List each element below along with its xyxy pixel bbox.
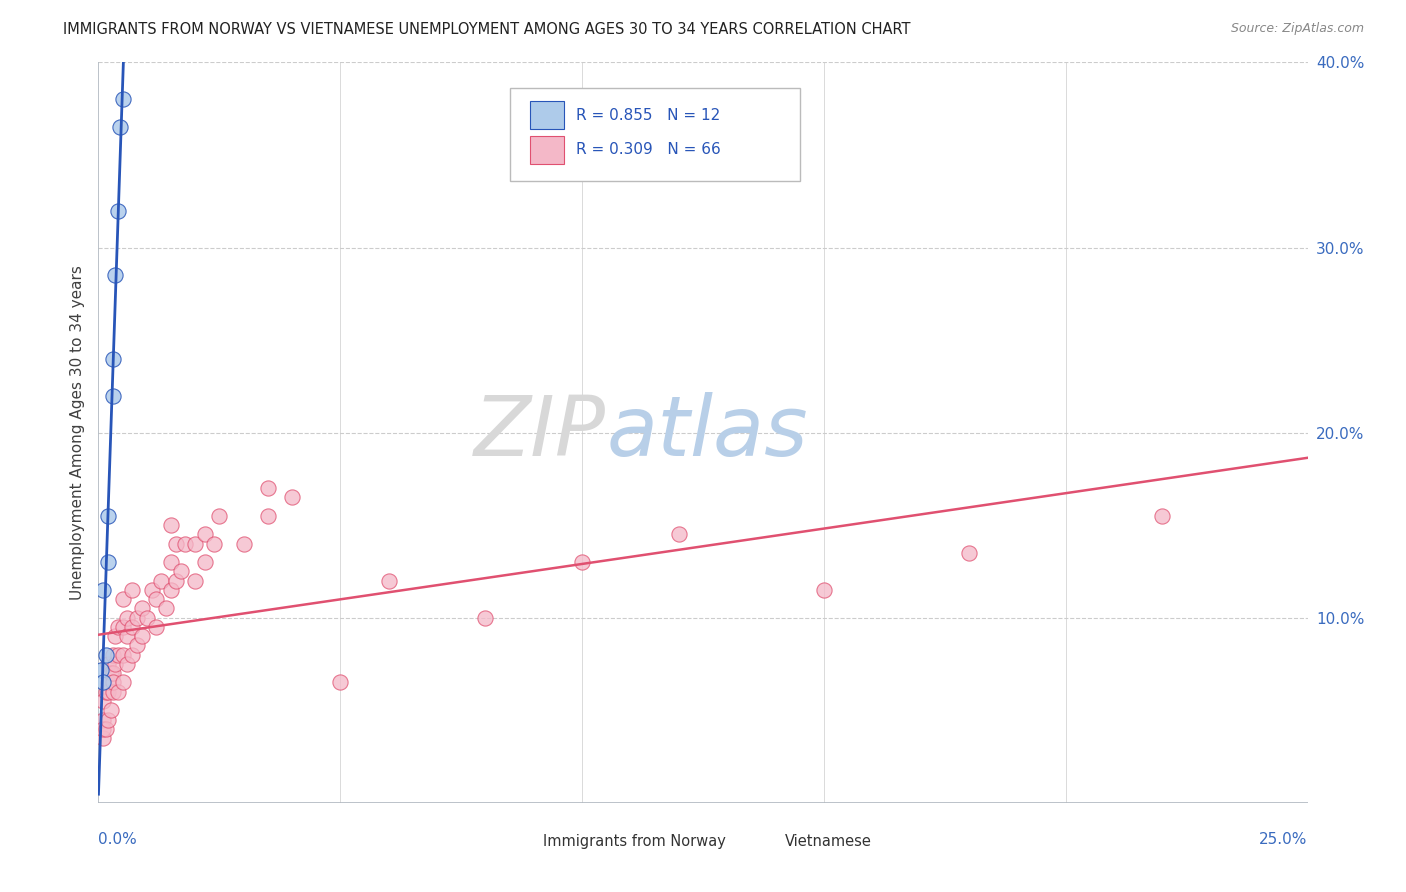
Point <box>145 592 167 607</box>
Point <box>117 657 139 671</box>
Point <box>571 555 593 569</box>
Point <box>97 508 120 523</box>
Point <box>1152 508 1174 523</box>
Point <box>100 666 122 681</box>
Point <box>91 582 114 597</box>
Point <box>127 610 149 624</box>
Point <box>94 648 117 662</box>
Point <box>150 574 173 588</box>
Point <box>97 713 120 727</box>
Point <box>131 601 153 615</box>
Point <box>91 694 114 708</box>
Point <box>91 731 114 745</box>
Point <box>94 722 117 736</box>
Text: ZIP: ZIP <box>474 392 606 473</box>
Y-axis label: Unemployment Among Ages 30 to 34 years: Unemployment Among Ages 30 to 34 years <box>69 265 84 600</box>
Point <box>194 527 217 541</box>
Point <box>184 574 207 588</box>
Point <box>135 610 157 624</box>
Point <box>329 675 352 690</box>
Point <box>101 666 124 681</box>
Point <box>107 203 129 218</box>
Point <box>101 388 124 402</box>
Point <box>104 629 127 643</box>
Point <box>957 546 980 560</box>
Point <box>377 574 399 588</box>
Point <box>127 639 149 653</box>
Point <box>474 610 496 624</box>
Point <box>94 685 117 699</box>
Point <box>204 536 226 550</box>
Point <box>232 536 254 550</box>
Point <box>101 675 124 690</box>
Point <box>97 657 120 671</box>
Point <box>165 536 187 550</box>
Point <box>155 601 177 615</box>
Point <box>111 648 134 662</box>
Point <box>91 722 114 736</box>
Point <box>111 592 134 607</box>
FancyBboxPatch shape <box>509 88 800 181</box>
Point <box>256 481 278 495</box>
Point <box>668 527 690 541</box>
Point <box>97 555 120 569</box>
Point <box>194 555 217 569</box>
Point <box>97 685 120 699</box>
Point <box>165 574 187 588</box>
Text: R = 0.309   N = 66: R = 0.309 N = 66 <box>576 143 721 157</box>
Point <box>107 648 129 662</box>
Point <box>97 675 120 690</box>
Point <box>108 120 131 135</box>
FancyBboxPatch shape <box>530 136 564 164</box>
Point <box>111 675 134 690</box>
FancyBboxPatch shape <box>740 830 773 853</box>
Point <box>281 491 304 505</box>
Point <box>256 508 278 523</box>
Point <box>117 610 139 624</box>
Point <box>813 582 835 597</box>
FancyBboxPatch shape <box>498 830 531 853</box>
Text: R = 0.855   N = 12: R = 0.855 N = 12 <box>576 108 720 122</box>
Point <box>107 685 129 699</box>
Point <box>104 268 127 283</box>
Point <box>160 555 183 569</box>
Text: 0.0%: 0.0% <box>98 832 138 847</box>
Text: Immigrants from Norway: Immigrants from Norway <box>543 834 727 849</box>
Point <box>91 675 114 690</box>
Point <box>100 703 122 717</box>
Text: atlas: atlas <box>606 392 808 473</box>
Point <box>160 582 183 597</box>
Point <box>101 351 124 366</box>
Point <box>131 629 153 643</box>
Point <box>111 92 134 106</box>
Point <box>141 582 163 597</box>
Point <box>184 536 207 550</box>
Point <box>90 663 112 677</box>
Point <box>104 657 127 671</box>
FancyBboxPatch shape <box>530 101 564 129</box>
Text: Vietnamese: Vietnamese <box>785 834 872 849</box>
Point <box>160 518 183 533</box>
Point <box>208 508 231 523</box>
Point <box>121 620 143 634</box>
Point <box>121 582 143 597</box>
Point <box>101 685 124 699</box>
Text: Source: ZipAtlas.com: Source: ZipAtlas.com <box>1230 22 1364 36</box>
Text: 25.0%: 25.0% <box>1260 832 1308 847</box>
Point <box>121 648 143 662</box>
Point <box>101 648 124 662</box>
Point <box>145 620 167 634</box>
Point <box>111 620 134 634</box>
Point <box>91 713 114 727</box>
Point <box>107 620 129 634</box>
Point <box>174 536 197 550</box>
Text: IMMIGRANTS FROM NORWAY VS VIETNAMESE UNEMPLOYMENT AMONG AGES 30 TO 34 YEARS CORR: IMMIGRANTS FROM NORWAY VS VIETNAMESE UNE… <box>63 22 911 37</box>
Point <box>169 565 191 579</box>
Point <box>117 629 139 643</box>
